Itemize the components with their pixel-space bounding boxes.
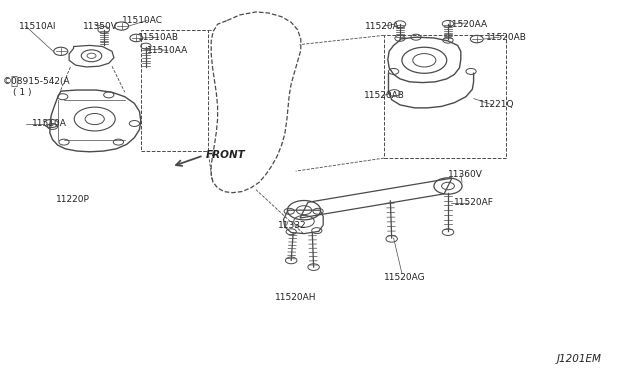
Text: 11520AB: 11520AB: [486, 33, 527, 42]
Text: 11332: 11332: [278, 221, 307, 230]
Text: 11520AB: 11520AB: [364, 92, 404, 100]
Text: 11510AC: 11510AC: [122, 16, 163, 25]
Text: 11520AG: 11520AG: [384, 273, 426, 282]
Text: 11510AI: 11510AI: [19, 22, 57, 31]
Text: ©08915-542(A: ©08915-542(A: [3, 77, 71, 86]
Text: 11220P: 11220P: [56, 195, 90, 203]
Text: 11520AF: 11520AF: [454, 198, 494, 207]
Text: J1201EM: J1201EM: [557, 354, 602, 364]
Text: 11221Q: 11221Q: [479, 100, 514, 109]
Text: 11360V: 11360V: [448, 170, 483, 179]
Text: 11520AA: 11520AA: [447, 20, 488, 29]
Text: 11510A: 11510A: [32, 119, 67, 128]
Text: 11520AH: 11520AH: [275, 293, 317, 302]
Text: 11510AA: 11510AA: [147, 46, 188, 55]
Text: 11510AB: 11510AB: [138, 33, 179, 42]
Text: ( 1 ): ( 1 ): [13, 88, 31, 97]
Text: ⓪: ⓪: [11, 75, 17, 87]
Text: 11520A: 11520A: [365, 22, 399, 31]
Text: 11350V: 11350V: [83, 22, 118, 31]
Text: FRONT: FRONT: [206, 151, 246, 160]
